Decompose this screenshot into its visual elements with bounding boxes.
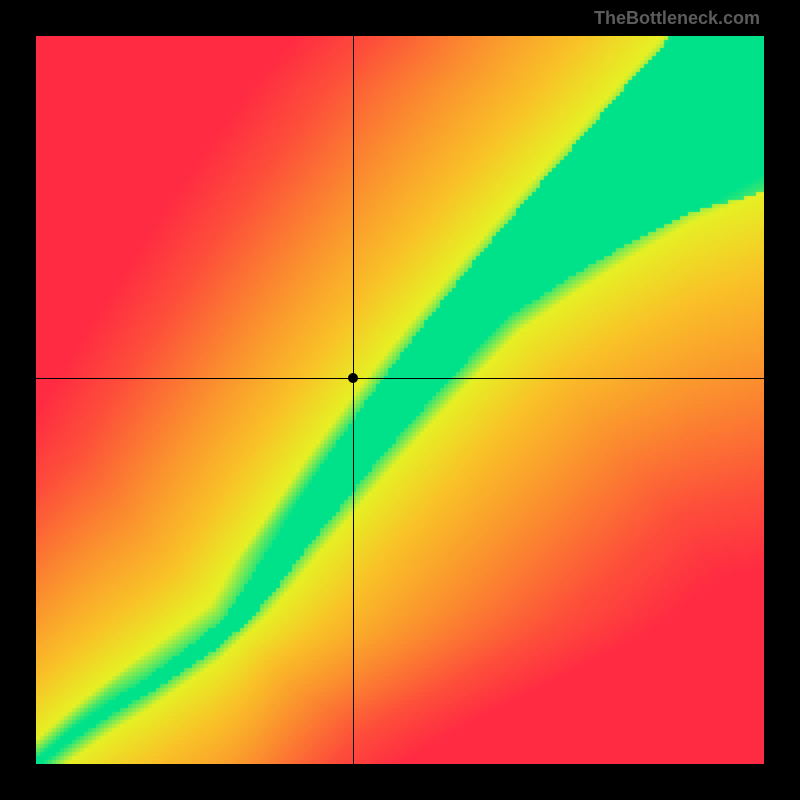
watermark-text: TheBottleneck.com — [594, 8, 760, 29]
heatmap-chart — [36, 36, 764, 764]
crosshair-marker — [348, 373, 358, 383]
crosshair-vertical — [353, 36, 354, 764]
heatmap-canvas — [36, 36, 764, 764]
crosshair-horizontal — [36, 378, 764, 379]
